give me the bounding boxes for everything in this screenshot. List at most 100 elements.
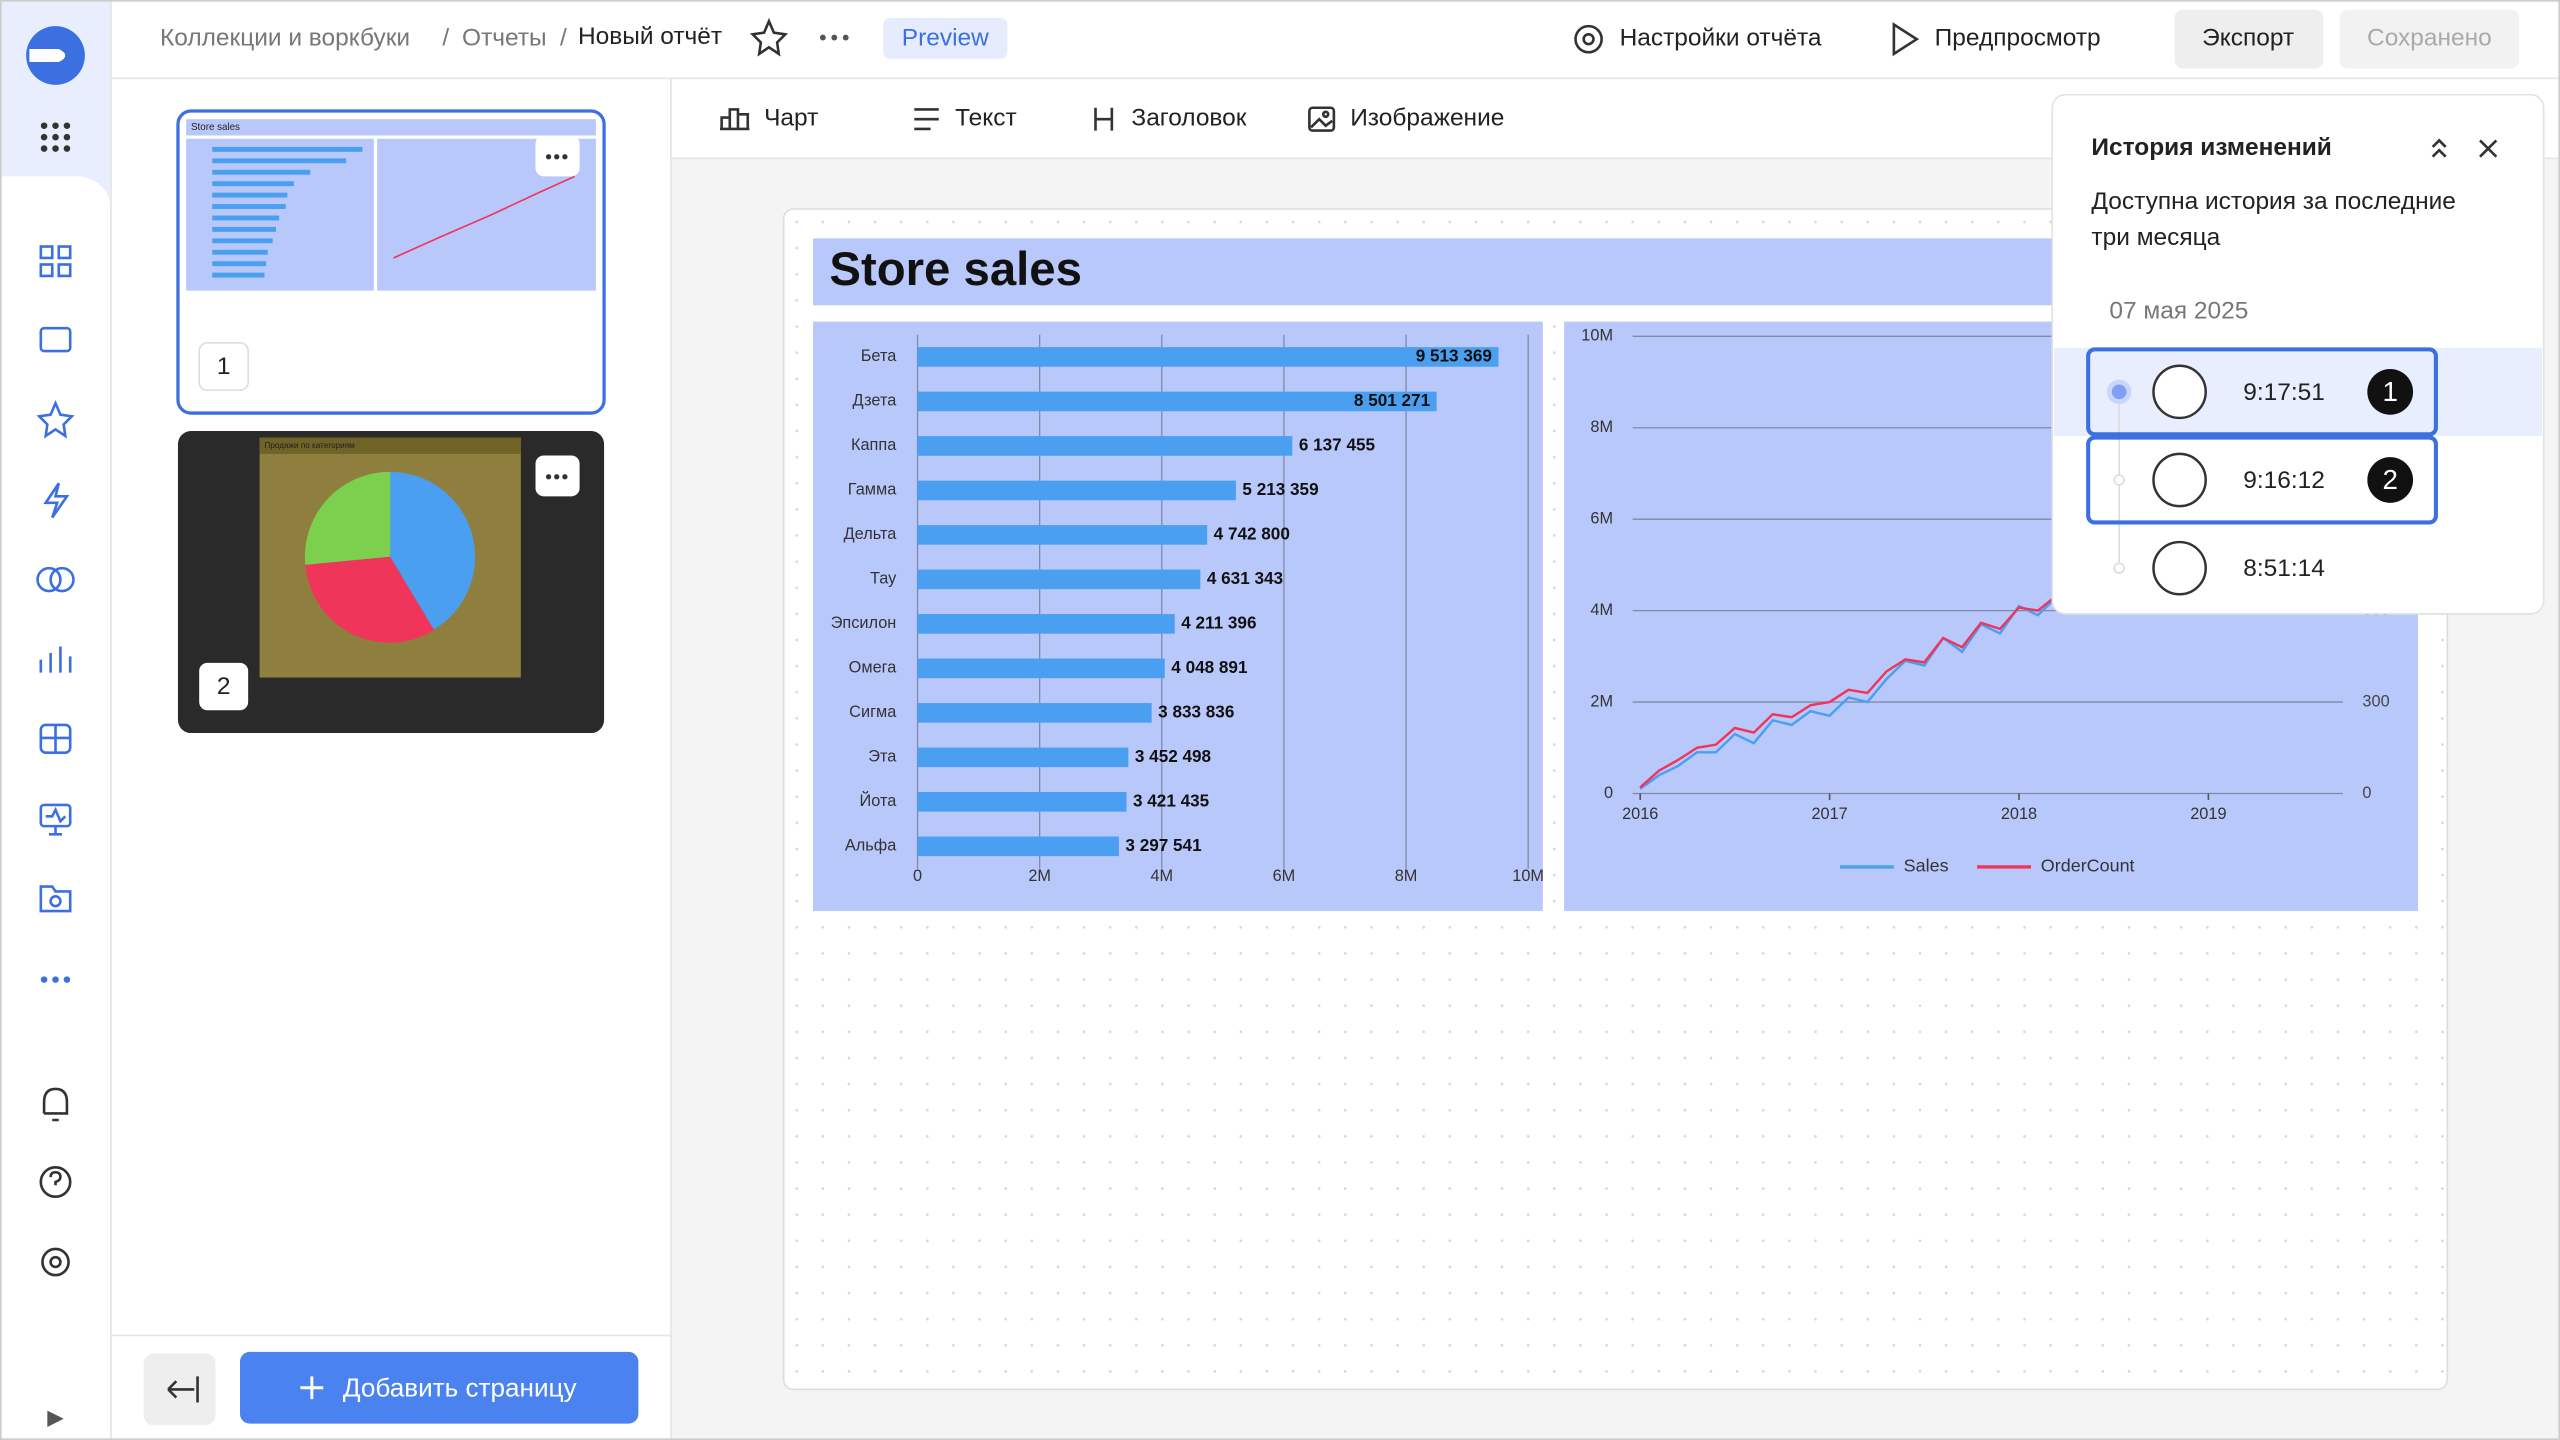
history-title: История изменений — [2091, 134, 2331, 161]
x-tick-label: 2019 — [2190, 805, 2226, 823]
legend-label: OrderCount — [2041, 856, 2135, 876]
x-tick-label: 2M — [1028, 867, 1051, 885]
expand-nav[interactable] — [47, 1410, 64, 1427]
y-tick-label: Йота — [860, 791, 898, 810]
breadcrumb[interactable]: Коллекции и воркбуки — [160, 25, 410, 52]
badge-text: Preview — [902, 25, 989, 52]
avatar — [2152, 540, 2207, 596]
data-label: 4 211 396 — [1181, 612, 1256, 632]
y-tick-label: Каппа — [851, 436, 897, 454]
bar — [917, 347, 1499, 367]
history-description: Доступна история за последние — [2091, 188, 2455, 215]
nav-connections[interactable] — [43, 482, 70, 519]
nav-more[interactable] — [40, 976, 71, 983]
close-panel[interactable] — [2479, 139, 2498, 158]
nav-monitoring[interactable] — [39, 803, 72, 836]
export-button[interactable] — [2174, 9, 2324, 69]
version-dot — [2106, 379, 2132, 405]
data-label: 9 513 369 — [1416, 345, 1492, 365]
bar — [917, 658, 1165, 679]
y2-tick-label: 300 — [2362, 692, 2389, 710]
y-tick-label: 10M — [1581, 327, 1613, 345]
notifications[interactable] — [42, 1087, 69, 1122]
version-time[interactable]: 9:16:12 — [2243, 467, 2325, 494]
nav-dashboards[interactable] — [39, 245, 72, 278]
annotation-number: 2 — [2382, 464, 2397, 495]
charts: 0 2M 4M 6M 8M 10M Бета 9 513 369 Дзета 8 501 271 К… — [831, 327, 2399, 885]
svg-text:/: / — [560, 25, 567, 52]
nav-charts[interactable] — [39, 646, 72, 673]
page-number: 2 — [217, 673, 231, 700]
settings-icon[interactable] — [1574, 24, 1603, 54]
y-tick-label: 8M — [1590, 418, 1613, 436]
header: Коллекции и воркбуки / Отчеты / Новый от… — [110, 0, 2560, 80]
annotation-number: 1 — [2382, 376, 2397, 407]
preview-button[interactable]: Предпросмотр — [1935, 25, 2101, 52]
more-button[interactable] — [819, 34, 849, 41]
y-tick-label: Тау — [870, 570, 897, 588]
bar — [917, 747, 1129, 768]
bar — [917, 480, 1236, 501]
x-tick-label: 6M — [1273, 867, 1296, 885]
avatar — [2152, 452, 2207, 508]
preview-icon[interactable] — [1892, 22, 1920, 57]
apps-icon[interactable] — [40, 122, 71, 152]
thumbnail-title: Store sales — [191, 122, 240, 133]
history-description: три месяца — [2091, 224, 2220, 251]
report-settings[interactable]: Настройки отчёта — [1620, 25, 1822, 52]
add-text[interactable]: Текст — [955, 105, 1017, 132]
y-tick-label: Сигма — [849, 703, 897, 721]
thumbnail-title: Продажи по категориям — [264, 441, 355, 450]
highlight-box — [2086, 435, 2438, 525]
page-number: 1 — [217, 353, 231, 380]
y-tick-label: Омега — [849, 659, 898, 677]
breadcrumb[interactable]: Отчеты — [462, 25, 547, 52]
svg-text:/: / — [442, 25, 449, 52]
bar — [917, 525, 1208, 545]
y-tick-label: Дзета — [853, 392, 898, 410]
export-text[interactable]: Экспорт — [2202, 25, 2294, 52]
nav-datasets[interactable] — [36, 566, 75, 593]
annotation-badge — [2367, 368, 2414, 415]
y-tick-label: Эта — [868, 748, 897, 766]
collapse-panel[interactable] — [2431, 138, 2447, 158]
bar — [917, 703, 1152, 723]
x-tick-label: 0 — [913, 867, 922, 885]
add-heading[interactable]: Заголовок — [1131, 105, 1246, 132]
y-tick-label: Бета — [861, 347, 898, 365]
pages-panel: Store sales 1 Продажи по категориям 2 До… — [110, 77, 672, 1440]
add-chart[interactable]: Чарт — [764, 105, 818, 132]
help[interactable] — [39, 1166, 72, 1199]
settings[interactable] — [41, 1247, 70, 1277]
x-tick-label: 8M — [1395, 867, 1418, 885]
history-panel: История изменений Доступна история за по… — [2051, 93, 2545, 615]
favorite-button[interactable] — [749, 17, 789, 57]
x-tick-label: 2018 — [2001, 805, 2037, 823]
x-tick-label: 4M — [1150, 867, 1173, 885]
data-label: 6 137 455 — [1299, 434, 1376, 454]
y-tick-label: Гамма — [848, 481, 897, 499]
x-tick-label: 2017 — [1811, 805, 1847, 823]
report-title[interactable]: Новый отчёт — [578, 23, 722, 50]
data-label: 3 421 435 — [1133, 790, 1210, 810]
y-tick-label: Альфа — [845, 837, 897, 855]
nav-collections[interactable] — [39, 326, 72, 353]
highlight-box — [2086, 347, 2438, 437]
add-page-button[interactable] — [240, 1351, 639, 1424]
bar — [917, 436, 1293, 456]
nav-reports[interactable] — [39, 723, 72, 754]
nav-favorites[interactable] — [36, 399, 75, 439]
add-image[interactable]: Изображение — [1350, 105, 1504, 132]
version-time[interactable]: 8:51:14 — [2243, 555, 2325, 582]
bar — [917, 569, 1201, 590]
annotation-badge — [2367, 457, 2414, 503]
nav-files[interactable] — [39, 885, 72, 913]
data-label: 4 742 800 — [1214, 523, 1290, 543]
version-time[interactable]: 9:17:51 — [2243, 379, 2325, 406]
y-tick-label: 2M — [1590, 692, 1613, 710]
badge — [883, 17, 1008, 59]
add-page-text[interactable]: Добавить страницу — [343, 1372, 577, 1402]
y-tick-label: 6M — [1590, 509, 1613, 527]
